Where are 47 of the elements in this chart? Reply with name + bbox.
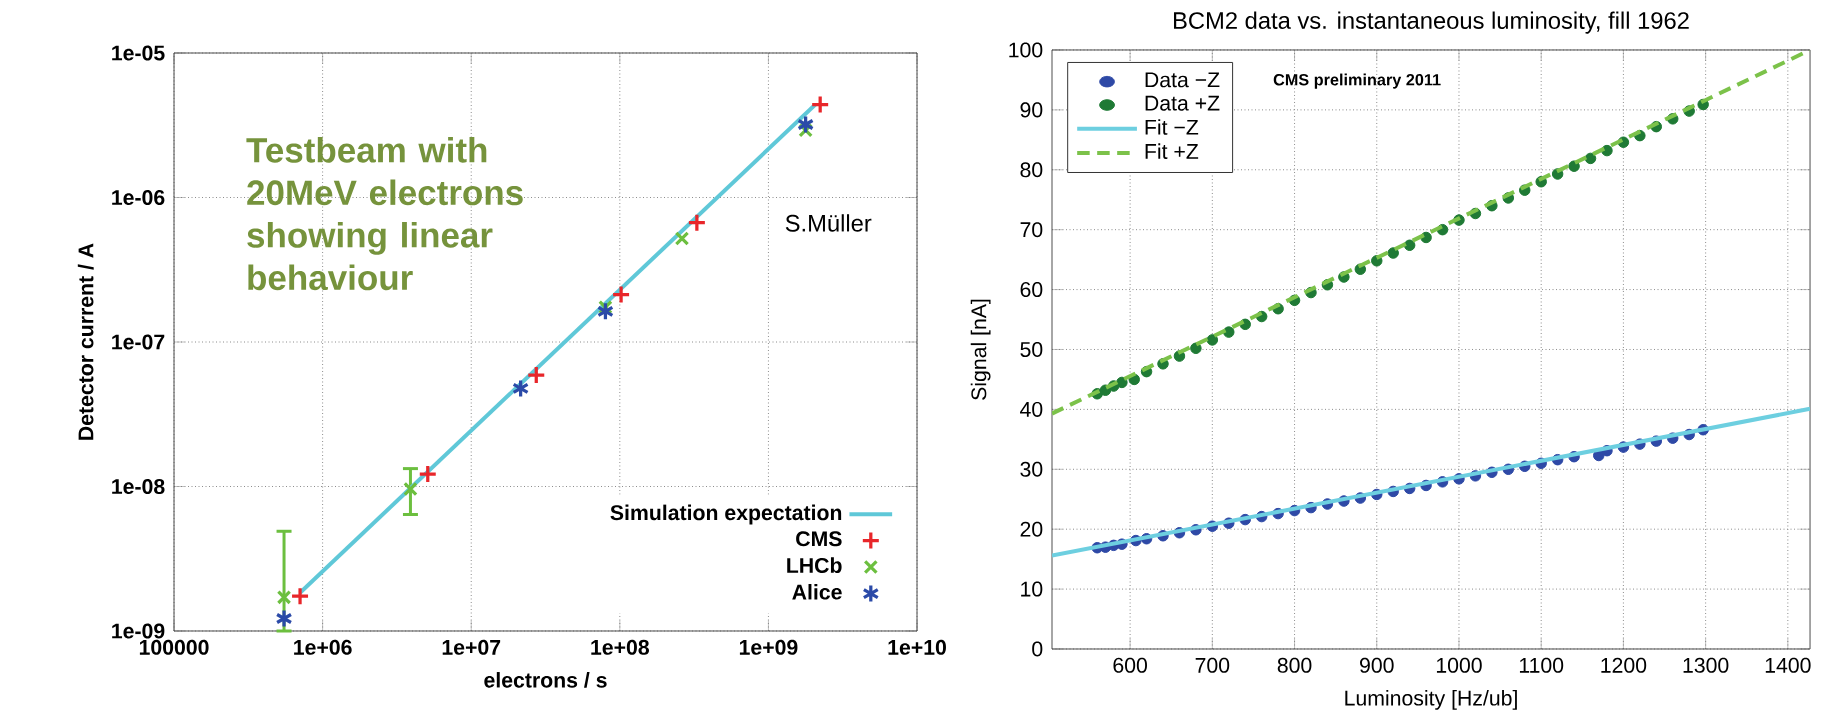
y-tick-label: 10	[1021, 581, 1043, 597]
x-tick-label: 800	[1277, 657, 1312, 673]
legend-label: LHCb	[787, 557, 842, 573]
legend-label: Data −Z	[1145, 72, 1220, 88]
legend-label: CMS	[796, 531, 842, 547]
y-tick-label: 100	[1009, 42, 1043, 58]
y-tick-label: 1e-07	[112, 334, 165, 350]
x-tick-label: 1e+07	[442, 639, 501, 655]
x-tick-label: 700	[1195, 657, 1230, 673]
y-axis-title: Detector current / A	[77, 243, 94, 440]
x-tick-label: 1e+09	[739, 639, 798, 655]
y-tick-label: 50	[1020, 341, 1043, 357]
y-tick-label: 0	[1032, 641, 1043, 657]
x-axis-title: electrons / s	[484, 672, 607, 688]
x-tick-label: 1400	[1765, 657, 1811, 673]
x-tick-label: 1e+08	[591, 639, 650, 655]
legend-label: Alice	[792, 584, 842, 600]
y-tick-label: 40	[1020, 401, 1043, 417]
y-tick-label: 60	[1020, 282, 1043, 298]
x-tick-label: 1200	[1601, 657, 1647, 673]
x-tick-label: 1e+06	[294, 639, 352, 655]
legend-label: Data +Z	[1145, 95, 1220, 111]
y-tick-label: 30	[1020, 461, 1043, 477]
legend-label: Fit +Z	[1145, 143, 1199, 159]
annotation: Testbeam with 20MeV electrons showing linear behaviour	[246, 136, 523, 291]
y-tick-label: 80	[1020, 162, 1043, 178]
y-tick-label: 1e-06	[112, 190, 165, 206]
chart-title: BCM2 data vs. instantaneous luminosity, fill 1962	[1174, 11, 1689, 34]
y-tick-label: 1e-08	[112, 479, 165, 495]
x-tick-label: 100000	[139, 639, 209, 655]
y-tick-label: 1e-09	[112, 623, 165, 639]
y-axis-title: Signal [nA]	[970, 299, 991, 400]
x-axis-title: Luminosity [Hz/ub]	[1345, 690, 1517, 710]
legend-label: Simulation expectation	[610, 504, 842, 525]
x-tick-label: 900	[1360, 657, 1394, 673]
x-tick-label: 1300	[1683, 657, 1729, 673]
x-tick-label: 1100	[1519, 657, 1564, 673]
y-tick-label: 1e-05	[112, 45, 165, 61]
x-tick-label: 600	[1113, 657, 1147, 673]
annotation: S.Müller	[785, 214, 872, 232]
y-tick-label: 20	[1020, 521, 1043, 537]
y-tick-label: 90	[1020, 102, 1043, 118]
legend-label: Fit −Z	[1145, 119, 1199, 135]
x-tick-label: 1000	[1436, 657, 1482, 673]
y-tick-label: 70	[1020, 222, 1043, 238]
annotation: CMS preliminary 2011	[1273, 73, 1441, 89]
x-tick-label: 1e+10	[888, 639, 946, 655]
